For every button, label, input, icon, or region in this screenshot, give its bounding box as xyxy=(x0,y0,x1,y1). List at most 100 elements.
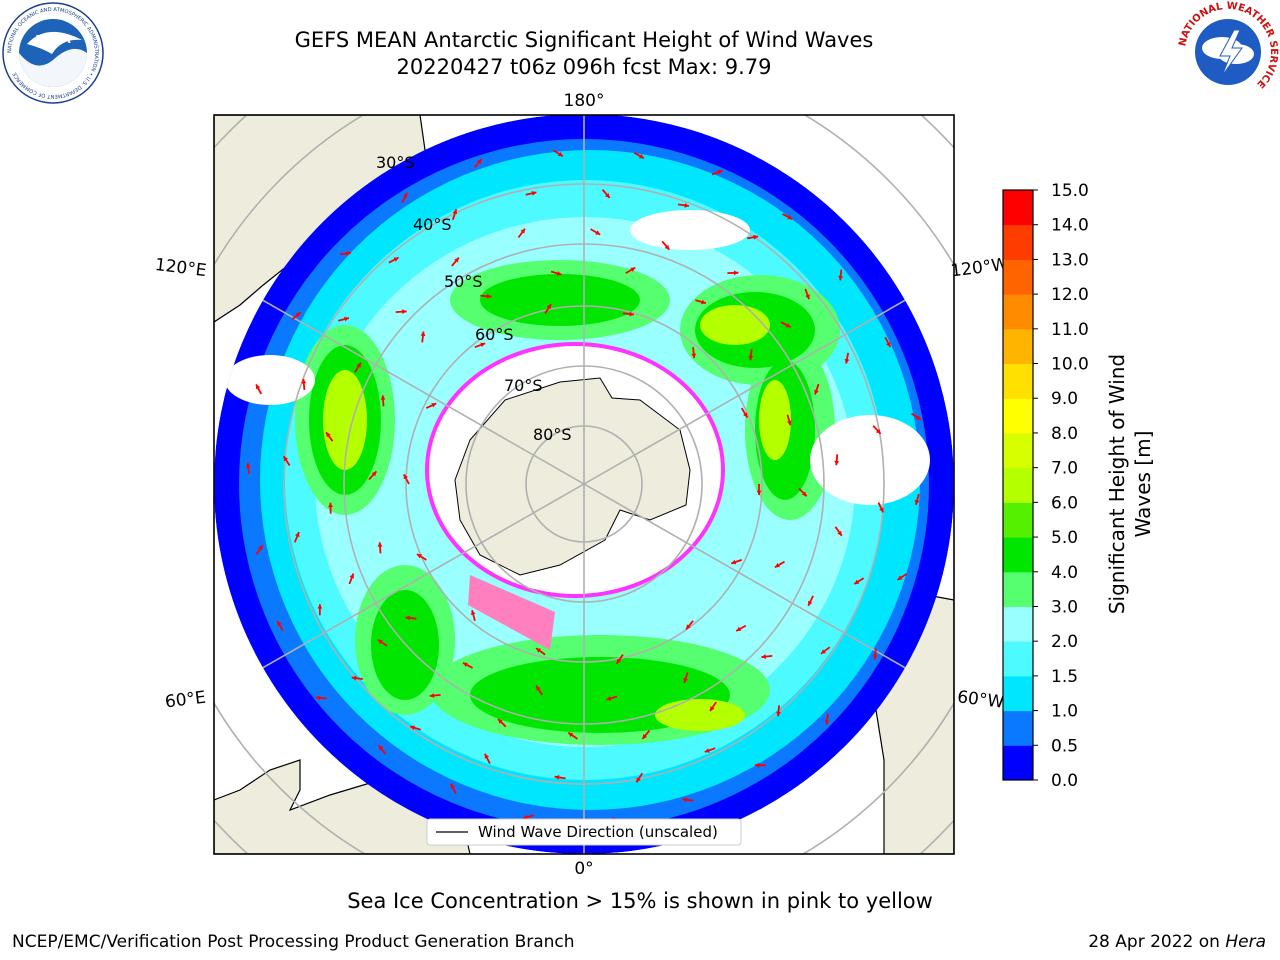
colorbar-tick-label: 9.0 xyxy=(1051,389,1078,409)
wave-direction-arrowhead xyxy=(351,675,357,681)
wave-direction-arrowhead xyxy=(256,384,261,390)
wave-direction-arrowhead xyxy=(733,270,739,276)
wave-direction-arrowhead xyxy=(393,257,399,262)
noaa-logo: NATIONAL OCEANIC AND ATMOSPHERIC ADMINIS… xyxy=(2,2,104,104)
colorbar-block xyxy=(1003,571,1033,607)
colorbar-block xyxy=(1003,710,1033,746)
wave-direction-arrowhead xyxy=(484,753,490,759)
wave-direction-arrowhead xyxy=(748,355,754,361)
colorbar-tick-label: 1.5 xyxy=(1051,667,1078,687)
colorbar-tick-label: 4.0 xyxy=(1051,563,1078,583)
wave-direction-arrowhead xyxy=(801,491,807,497)
wave-direction-arrowhead xyxy=(915,415,921,420)
lat-label-60s: 60°S xyxy=(475,325,514,344)
colorbar-block xyxy=(1003,432,1033,469)
footer-branch: NCEP/EMC/Verification Post Processing Pr… xyxy=(12,932,575,952)
wave-direction-arrowhead xyxy=(753,234,759,240)
wave-direction-arrowhead xyxy=(346,251,351,256)
colorbar-block xyxy=(1003,328,1033,365)
colorbar-tick-label: 0.0 xyxy=(1051,771,1078,791)
wave-direction-arrowhead xyxy=(344,316,349,322)
wave-direction-arrowhead xyxy=(295,312,301,317)
wave-direction-arrowhead xyxy=(606,696,612,701)
wave-direction-arrowhead xyxy=(820,649,826,654)
lat-label-50s: 50°S xyxy=(444,272,483,291)
wave-direction-arrowhead xyxy=(814,389,819,395)
wave-direction-arrowhead xyxy=(536,685,541,691)
wave-direction-arrowhead xyxy=(246,463,251,468)
wave-direction-arrowhead xyxy=(630,267,636,272)
wave-direction-arrowhead xyxy=(410,725,416,731)
wave-direction-arrowhead xyxy=(844,358,850,364)
wave-direction-arrowhead xyxy=(776,711,781,717)
colorbar-block xyxy=(1003,641,1033,677)
colorbar-block xyxy=(1003,502,1033,538)
wave-direction-arrowhead xyxy=(377,639,383,645)
wave-direction-arrowhead xyxy=(283,456,289,462)
wave-direction-arrowhead xyxy=(683,678,688,683)
wave-direction-arrowhead xyxy=(717,169,723,175)
wind-wave-arrows xyxy=(246,149,922,826)
africa-land xyxy=(214,759,471,854)
wave-direction-arrowhead xyxy=(684,203,689,208)
wave-direction-arrowhead xyxy=(701,299,706,305)
lon-label-120w: 120°W xyxy=(950,255,1010,282)
map-legend: Wind Wave Direction (unscaled) xyxy=(426,818,742,846)
colorbar-block xyxy=(1003,363,1033,399)
wave-direction-arrowhead xyxy=(277,621,282,627)
wave-direction-arrowhead xyxy=(349,573,354,579)
wave-direction-arrowhead xyxy=(638,154,644,159)
wave-direction-arrowhead xyxy=(761,654,766,659)
lon-label-60e: 60°E xyxy=(164,688,207,713)
wave-direction-arrowhead xyxy=(808,600,813,606)
colorbar-block xyxy=(1003,675,1033,712)
colorbar-tick-label: 2.0 xyxy=(1051,632,1078,652)
wave-direction-arrowhead xyxy=(556,271,562,276)
wave-direction-arrowhead xyxy=(498,719,503,724)
wave-direction-arrowhead xyxy=(477,159,482,164)
wave-direction-arrowhead xyxy=(405,615,411,621)
colorbar-tick-label: 3.0 xyxy=(1051,597,1078,617)
wave-direction-arrowhead xyxy=(636,777,641,783)
wave-direction-arrowhead xyxy=(837,530,842,536)
footer-date: 28 Apr 2022 on Hera xyxy=(1088,932,1266,952)
wave-direction-arrowhead xyxy=(629,311,634,317)
wave-direction-arrowhead xyxy=(787,420,792,426)
wave-direction-arrowhead xyxy=(546,304,552,310)
wave-direction-arrowhead xyxy=(462,662,468,667)
wave-direction-arrowhead xyxy=(710,706,715,712)
wave-direction-arrowhead xyxy=(523,814,528,820)
colorbar-block xyxy=(1003,190,1033,226)
wave-direction-arrowhead xyxy=(470,610,476,615)
wave-direction-arrowhead xyxy=(402,309,407,314)
wave-direction-arrowhead xyxy=(756,490,762,495)
lat-label-40s: 40°S xyxy=(413,215,452,234)
wave-direction-arrowhead xyxy=(380,395,386,400)
colorbar-block xyxy=(1003,224,1033,260)
colorbar-tick-label: 12.0 xyxy=(1051,285,1089,305)
wave-direction-arrowhead xyxy=(371,471,377,477)
colorbar-tick-label: 0.5 xyxy=(1051,736,1078,756)
lon-label-60w: 60°W xyxy=(956,687,1005,713)
wave-direction-arrowhead xyxy=(686,624,691,630)
wave-direction-arrowhead xyxy=(731,559,737,565)
wave-direction-arrowhead xyxy=(531,191,537,196)
colorbar-label-line1: Significant Height of Wind xyxy=(1105,354,1129,614)
wave-direction-arrowhead xyxy=(854,579,860,584)
lat-label-30s: 30°S xyxy=(376,153,415,172)
wave-direction-arrowhead xyxy=(536,648,542,653)
colorbar-tick-label: 7.0 xyxy=(1051,459,1078,479)
colorbar-block xyxy=(1003,606,1033,642)
wave-direction-arrowhead xyxy=(403,192,408,198)
colorbar-block xyxy=(1003,294,1033,330)
wave-direction-arrowhead xyxy=(315,695,321,701)
colorbar-block xyxy=(1003,398,1033,434)
colorbar-tick-label: 6.0 xyxy=(1051,493,1078,513)
wave-direction-arrowhead xyxy=(317,604,323,609)
wave-direction-arrowhead xyxy=(356,362,361,368)
wave-direction-arrowhead xyxy=(743,412,748,418)
wave-direction-arrowhead xyxy=(704,748,710,753)
wave-direction-arrowhead xyxy=(403,474,408,480)
wave-direction-arrowhead xyxy=(429,693,435,698)
